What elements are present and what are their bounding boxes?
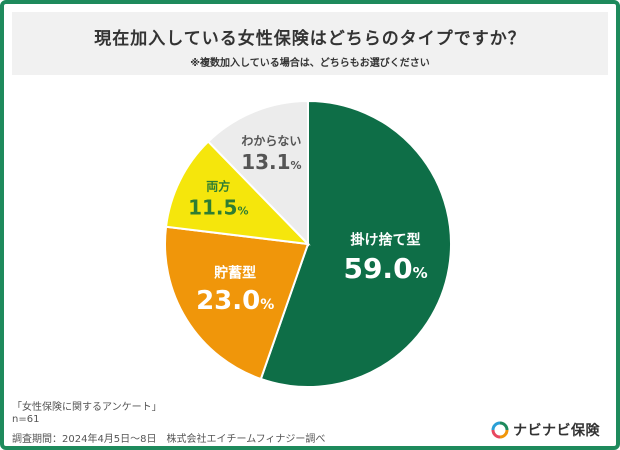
slice-label-3: 両方 <box>206 179 230 194</box>
slice-label-4: わからない <box>241 134 301 148</box>
slice-unit-1: % <box>413 264 428 282</box>
slice-unit-2: % <box>260 297 274 313</box>
navinavi-logo-icon <box>491 421 509 439</box>
brand-logo: ナビナビ保険 <box>491 420 600 440</box>
pie-slice-3 <box>164 140 311 246</box>
slice-unit-3: % <box>237 205 248 218</box>
chart-title: 現在加入している女性保険はどちらのタイプですか？ <box>94 29 526 49</box>
survey-period: 調査期間：2024年4月5日～8日 株式会社エイチームフィナジー調べ <box>12 434 326 445</box>
slice-label-2: 貯蓄型 <box>214 265 256 282</box>
survey-name: 「女性保険に関するアンケート」 <box>12 402 162 413</box>
slice-unit-4: % <box>291 159 302 172</box>
chart-subtitle: ※複数加入している場合は、どちらもお選びください <box>190 58 430 69</box>
pie-slice-4 <box>206 99 309 247</box>
title-box: 現在加入している女性保険はどちらのタイプですか？ ※複数加入している場合は、どち… <box>12 12 608 75</box>
sample-size: n=61 <box>12 414 40 425</box>
logo-text: ナビナビ保険 <box>513 423 600 439</box>
slice-label-1: 掛け捨て型 <box>351 232 421 249</box>
pie-slice-2 <box>164 225 310 381</box>
